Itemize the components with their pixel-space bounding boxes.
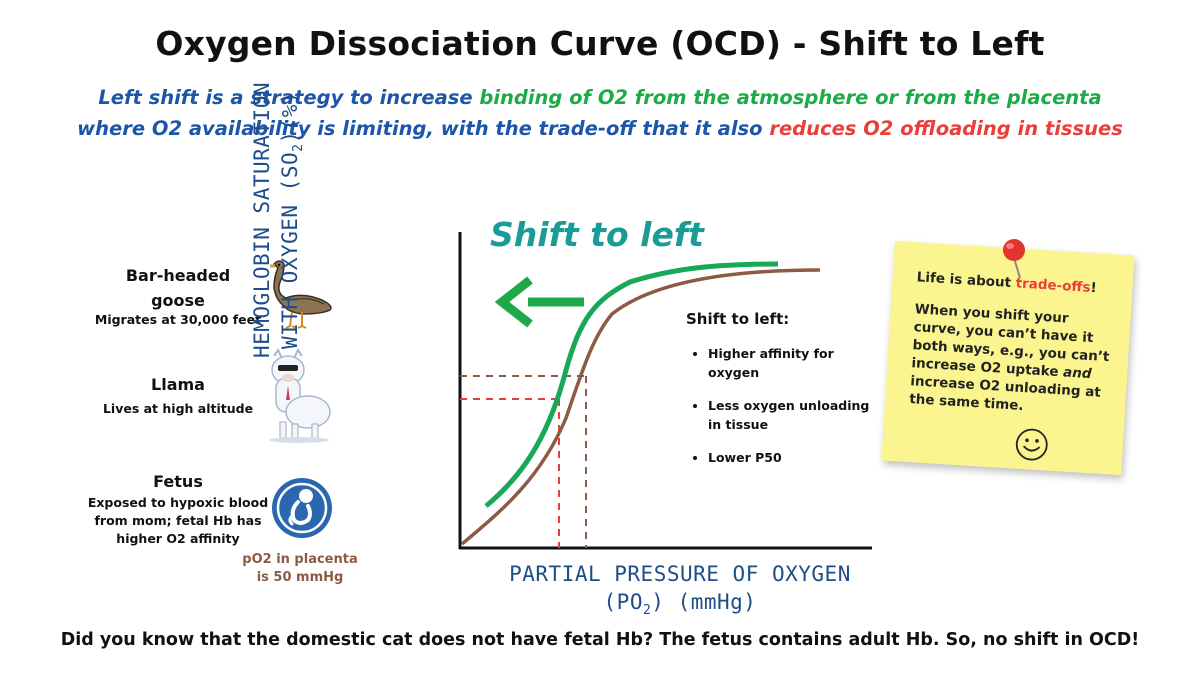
list-item: Less oxygen unloading in tissue xyxy=(708,396,876,434)
placenta-note: pO2 in placenta is 50 mmHg xyxy=(242,552,358,585)
footer-fact: Did you know that the domestic cat does … xyxy=(60,630,1140,650)
left-shifted-curve xyxy=(484,261,779,508)
y-axis-label: HEMOGLOBIN SATURATION WITH OXYGEN (SO2)(… xyxy=(248,50,313,390)
normal-curve xyxy=(460,268,821,546)
sticky-note: Life is about trade-offs! When you shift… xyxy=(881,240,1135,476)
shift-points: Shift to left: Higher affinity for oxyge… xyxy=(686,310,876,481)
llama-icon xyxy=(262,348,336,444)
y-axis-label-line2-a: WITH OXYGEN (SO xyxy=(278,151,302,350)
smiley-icon xyxy=(1015,428,1048,461)
llama-desc: Lives at high altitude xyxy=(102,401,254,416)
sticky-line1-c: ! xyxy=(1089,279,1098,297)
fetus-desc: Exposed to hypoxic blood from mom; fetal… xyxy=(87,495,269,546)
y-axis-label-line1: HEMOGLOBIN SATURATION xyxy=(250,82,274,359)
goose-icon xyxy=(262,252,336,332)
shift-points-list: Higher affinity for oxygen Less oxygen u… xyxy=(686,344,876,467)
x-axis-label-sub: 2 xyxy=(642,603,652,619)
y-axis-label-line2-b: )(%) xyxy=(278,90,302,144)
shift-arrow-head xyxy=(494,276,533,328)
x-axis-label-line2-b: ) (mmHg) xyxy=(651,590,757,614)
goose-desc: Migrates at 30,000 feet xyxy=(94,312,262,327)
chart-heading: Shift to left xyxy=(490,215,704,254)
goose-name: Bar-headed goose xyxy=(125,266,231,310)
fetus-icon xyxy=(270,476,334,540)
subtitle-line2-a: where O2 availability is limiting, with … xyxy=(77,117,770,140)
llama-name: Llama xyxy=(151,375,205,394)
fetus-name: Fetus xyxy=(153,472,203,491)
list-item: Higher affinity for oxygen xyxy=(708,344,876,382)
x-axis-label-line1: PARTIAL PRESSURE OF OXYGEN xyxy=(509,562,851,586)
page-title: Oxygen Dissociation Curve (OCD) - Shift … xyxy=(155,24,1045,63)
list-item: Lower P50 xyxy=(708,448,876,467)
subtitle-line2-b: reduces O2 offloading in tissues xyxy=(769,117,1123,140)
subtitle-line1-b: binding of O2 from the atmosphere or fro… xyxy=(479,86,1102,109)
pushpin-icon xyxy=(1003,239,1025,279)
sticky-body-and: and xyxy=(1062,364,1092,383)
x-axis-label: PARTIAL PRESSURE OF OXYGEN (PO2) (mmHg) xyxy=(470,560,890,625)
subtitle-line1-a: Left shift is a strategy to increase xyxy=(98,86,480,109)
x-axis-label-line2-a: (PO xyxy=(603,590,643,614)
y-axis-label-sub: 2 xyxy=(291,143,307,152)
shift-points-title: Shift to left: xyxy=(686,310,790,328)
subtitle: Left shift is a strategy to increase bin… xyxy=(0,82,1200,144)
